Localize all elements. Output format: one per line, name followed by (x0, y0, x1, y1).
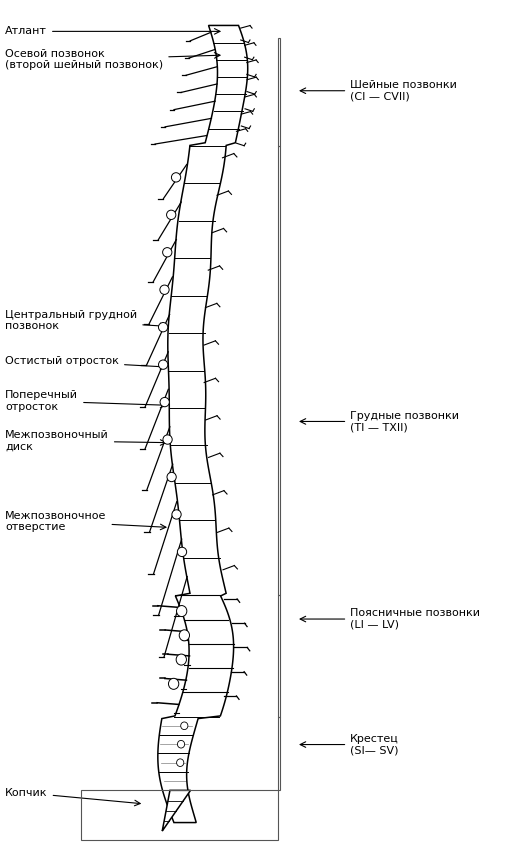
Ellipse shape (160, 398, 169, 407)
Text: Шейные позвонки
(CI — CVII): Шейные позвонки (CI — CVII) (300, 80, 457, 102)
Text: Атлант: Атлант (5, 26, 220, 36)
Polygon shape (162, 790, 191, 831)
Bar (278, 717, 280, 790)
Ellipse shape (167, 472, 176, 482)
Ellipse shape (159, 322, 168, 332)
Ellipse shape (176, 654, 186, 665)
Text: Крестец
(SI— SV): Крестец (SI— SV) (300, 734, 399, 756)
Ellipse shape (177, 547, 186, 556)
Ellipse shape (163, 435, 172, 444)
Bar (81, 790, 278, 840)
Ellipse shape (159, 360, 168, 370)
Text: Остистый отросток: Остистый отросток (5, 356, 166, 370)
Ellipse shape (178, 740, 185, 748)
Ellipse shape (160, 285, 169, 294)
Ellipse shape (171, 173, 181, 182)
Text: Межпозвоночный
диск: Межпозвоночный диск (5, 430, 166, 452)
Text: Поясничные позвонки
(LI — LV): Поясничные позвонки (LI — LV) (300, 608, 480, 630)
Ellipse shape (177, 605, 187, 616)
Bar (278, 595, 280, 717)
Ellipse shape (181, 722, 188, 729)
Ellipse shape (166, 210, 176, 220)
Ellipse shape (177, 759, 184, 767)
Text: Копчик: Копчик (5, 788, 140, 806)
Ellipse shape (172, 510, 181, 519)
Bar (278, 38, 280, 146)
Text: Грудные позвонки
(TI — TXII): Грудные позвонки (TI — TXII) (300, 410, 459, 432)
Bar (278, 146, 280, 595)
Text: Поперечный
отросток: Поперечный отросток (5, 390, 166, 412)
Ellipse shape (163, 248, 172, 257)
Text: Осевой позвонок
(второй шейный позвонок): Осевой позвонок (второй шейный позвонок) (5, 48, 220, 70)
Text: Межпозвоночное
отверстие: Межпозвоночное отверстие (5, 510, 166, 533)
Text: Центральный грудной
позвонок: Центральный грудной позвонок (5, 310, 166, 332)
Ellipse shape (168, 678, 179, 689)
Polygon shape (158, 25, 248, 823)
Ellipse shape (179, 630, 190, 641)
